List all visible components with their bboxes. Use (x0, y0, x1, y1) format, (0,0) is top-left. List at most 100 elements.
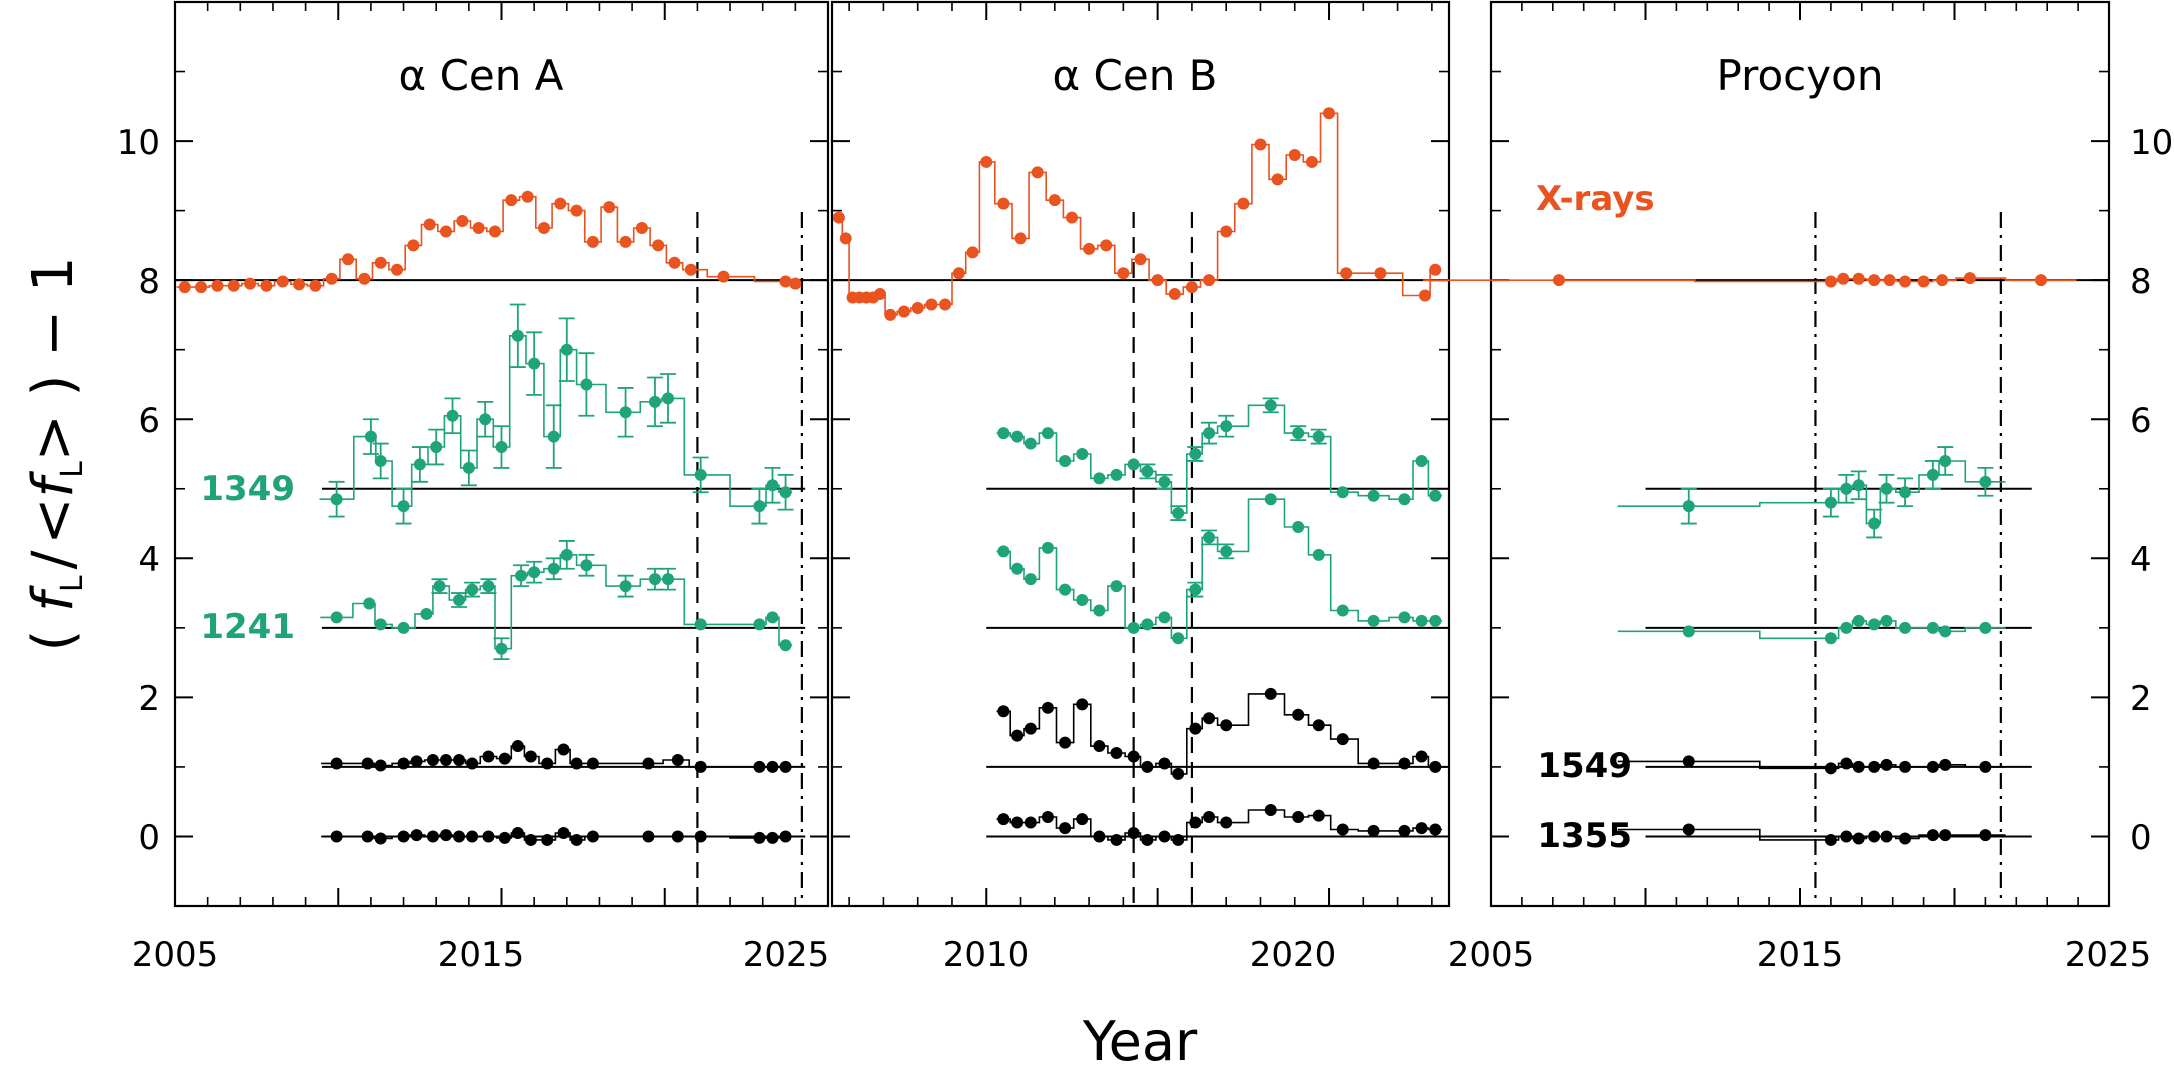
data-point-b-x-rays (1374, 267, 1387, 280)
data-point-b-x-rays (1117, 267, 1130, 280)
data-point-b-uv-1355 (1093, 830, 1106, 843)
data-point-a-x-rays (423, 218, 436, 231)
data-point-a-1549 (466, 757, 479, 770)
y-tick-label-left-10: 10 (117, 123, 160, 163)
data-point-b-x-rays (1254, 138, 1267, 151)
data-point-b-uv-1349 (1398, 493, 1411, 506)
data-point-b-x-rays (1031, 166, 1044, 179)
data-point-procyon-1355 (1682, 823, 1695, 836)
data-point-a-1241 (648, 573, 661, 586)
data-point-a-1349 (430, 441, 443, 454)
data-point-a-x-rays (178, 281, 191, 294)
data-point-procyon-uv-1349 (1939, 454, 1952, 467)
step-line-procyon-uv-1241 (1617, 620, 2006, 640)
data-point-procyon-x-rays (1824, 275, 1837, 288)
data-point-b-uv-1549 (1093, 740, 1106, 753)
data-point-a-1549 (766, 760, 779, 773)
data-point-b-uv-1549 (1336, 733, 1349, 746)
data-point-a-1355 (374, 832, 387, 845)
data-point-a-1355 (330, 830, 343, 843)
data-point-b-uv-1355 (1141, 833, 1154, 846)
data-point-b-uv-1349 (1041, 427, 1054, 440)
data-point-a-1241 (363, 597, 376, 610)
y-tick-label-right-10: 10 (2130, 123, 2173, 163)
y-tick-labels-right: 10 8 6 4 2 0 (2130, 123, 2173, 858)
data-point-b-uv-1549 (1024, 722, 1037, 735)
data-point-a-1549 (482, 750, 495, 763)
data-point-a-1549 (374, 759, 387, 772)
data-point-procyon-1549 (1899, 760, 1912, 773)
data-point-b-uv-1349 (1220, 420, 1233, 433)
data-point-b-uv-1241 (1110, 580, 1123, 593)
data-point-a-1241 (397, 621, 410, 634)
y-tick-label-left-2: 2 (138, 679, 160, 719)
data-point-b-x-rays (1168, 288, 1181, 301)
data-point-procyon-1549 (1824, 762, 1837, 775)
data-point-procyon-uv-1349 (1868, 517, 1881, 530)
data-point-procyon-uv-1241 (1979, 621, 1992, 634)
data-point-b-uv-1549 (1367, 757, 1380, 770)
data-point-b-x-rays (1220, 225, 1233, 238)
data-point-b-uv-1549 (1141, 760, 1154, 773)
step-line-b-uv-1241 (996, 498, 1443, 640)
data-point-a-1241 (528, 566, 541, 579)
data-point-b-uv-1355 (1076, 813, 1089, 826)
data-point-a-1549 (671, 753, 684, 766)
data-point-b-uv-1241 (1429, 614, 1442, 627)
data-point-procyon-1549 (1852, 760, 1865, 773)
data-point-a-1549 (541, 757, 554, 770)
data-point-b-uv-1549 (1172, 767, 1185, 780)
data-point-b-x-rays (897, 305, 910, 318)
data-point-b-uv-1355 (1203, 810, 1216, 823)
data-point-a-1355 (426, 830, 439, 843)
data-point-b-uv-1241 (1415, 614, 1428, 627)
x-tick-label-c-2015: 2015 (1757, 935, 1844, 975)
data-point-procyon-uv-1349 (1926, 468, 1939, 481)
data-point-a-1549 (586, 757, 599, 770)
data-point-a-1549 (397, 757, 410, 770)
data-point-b-uv-1549 (1292, 708, 1305, 721)
data-point-b-x-rays (952, 267, 965, 280)
data-point-b-x-rays (997, 197, 1010, 210)
data-point-b-x-rays (1014, 232, 1027, 245)
data-point-procyon-x-rays (1917, 275, 1930, 288)
data-point-b-uv-1355 (1127, 826, 1140, 839)
data-point-a-x-rays (537, 222, 550, 234)
data-point-b-uv-1355 (1110, 833, 1123, 846)
data-point-a-x-rays (603, 201, 616, 214)
data-point-a-1549 (779, 760, 792, 773)
data-point-a-1241 (453, 594, 466, 607)
data-point-a-x-rays (456, 215, 469, 228)
data-point-a-1355 (466, 830, 479, 843)
data-point-b-uv-1549 (1158, 757, 1171, 770)
data-point-procyon-1355 (1979, 829, 1992, 842)
data-point-procyon-uv-1241 (1852, 614, 1865, 627)
data-point-procyon-x-rays (1852, 272, 1865, 285)
data-point-a-x-rays (325, 272, 338, 285)
data-point-procyon-x-rays (1552, 274, 1565, 287)
data-point-a-1355 (511, 826, 524, 839)
x-axis-label: Year (1082, 1010, 1198, 1072)
y-tick-label-left-0: 0 (138, 818, 160, 858)
data-point-b-uv-1241 (1127, 621, 1140, 634)
data-point-a-x-rays (374, 256, 387, 269)
data-point-b-uv-1549 (1415, 750, 1428, 763)
y-axis-label-text: ( fL/<fL> ) − 1 (21, 256, 90, 651)
data-point-a-x-rays (244, 277, 257, 290)
data-point-a-1355 (753, 831, 766, 844)
data-point-b-uv-1355 (1024, 816, 1037, 829)
data-point-procyon-1549 (1840, 757, 1853, 770)
data-point-a-1355 (482, 830, 495, 843)
data-point-a-x-rays (195, 281, 208, 294)
data-point-b-uv-1355 (1172, 833, 1185, 846)
step-line-a-1349 (319, 335, 793, 507)
data-point-b-x-rays (1419, 289, 1432, 302)
data-point-b-uv-1349 (1203, 427, 1216, 440)
data-point-procyon-1549 (1682, 755, 1695, 768)
y-tick-label-left-6: 6 (138, 401, 160, 441)
data-point-b-uv-1355 (1189, 816, 1202, 829)
data-point-a-x-rays (276, 275, 289, 288)
data-point-b-uv-1355 (1415, 822, 1428, 835)
data-point-a-1349 (330, 493, 343, 506)
data-point-b-x-rays (884, 308, 897, 321)
